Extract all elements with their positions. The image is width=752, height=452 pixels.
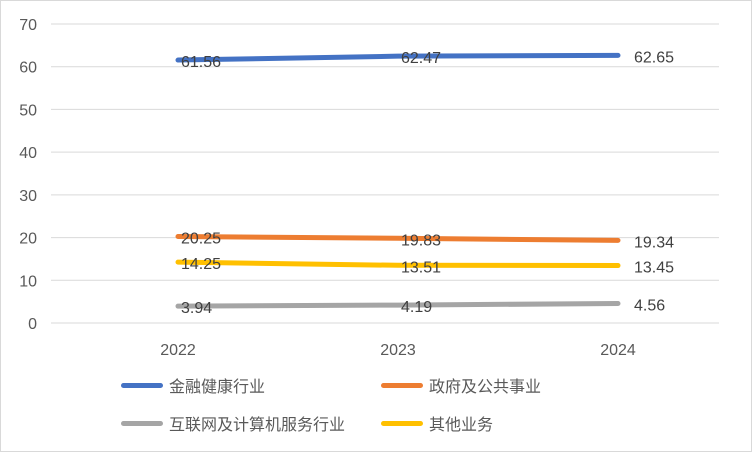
- x-tick-label: 2023: [380, 342, 416, 359]
- data-label: 62.47: [401, 50, 441, 67]
- y-tick-label: 20: [19, 231, 37, 248]
- x-tick-label: 2024: [600, 342, 636, 359]
- series-line: [175, 234, 621, 243]
- series-line: [175, 259, 621, 269]
- data-label: 4.56: [634, 298, 665, 315]
- legend-swatch: [121, 382, 163, 388]
- series-lines: [175, 52, 621, 309]
- legend-label: 政府及公共事业: [429, 377, 542, 396]
- data-label: 61.56: [181, 54, 221, 71]
- y-axis-ticks: 0 10 20 30 40 50 60 70: [19, 17, 37, 333]
- legend-item: 互联网及计算机服务行业: [121, 411, 345, 435]
- legend-swatch: [381, 420, 423, 426]
- legend-swatch: [121, 420, 163, 426]
- data-label: 14.25: [181, 256, 221, 273]
- legend-swatch: [381, 382, 423, 388]
- legend-item: 其他业务: [381, 411, 493, 435]
- x-tick-label: 2022: [160, 342, 196, 359]
- legend-label: 金融健康行业: [169, 377, 266, 396]
- data-labels: 61.56 62.47 62.65 20.25 19.83 19.34 3.94 4.19 4.…: [181, 49, 674, 317]
- gridlines: [51, 23, 719, 324]
- legend-label: 互联网及计算机服务行业: [169, 415, 346, 434]
- data-label: 13.45: [634, 260, 674, 277]
- series-line: [175, 52, 621, 63]
- y-tick-label: 40: [19, 145, 37, 162]
- y-tick-label: 30: [19, 188, 37, 205]
- y-tick-label: 70: [19, 17, 37, 34]
- x-axis-ticks: 2022 2023 2024: [160, 342, 636, 359]
- data-label: 3.94: [181, 300, 212, 317]
- legend-item: 政府及公共事业: [381, 373, 541, 397]
- y-tick-label: 10: [19, 273, 37, 290]
- y-tick-label: 0: [28, 316, 37, 333]
- data-label: 62.65: [634, 49, 674, 66]
- data-label: 20.25: [181, 231, 221, 248]
- series-line: [175, 301, 621, 309]
- y-tick-label: 60: [19, 60, 37, 77]
- data-label: 19.34: [634, 234, 674, 251]
- y-tick-label: 50: [19, 102, 37, 119]
- data-label: 19.83: [401, 232, 441, 249]
- data-label: 4.19: [401, 299, 432, 316]
- data-label: 13.51: [401, 259, 441, 276]
- legend-label: 其他业务: [429, 415, 494, 434]
- legend-item: 金融健康行业: [121, 373, 265, 397]
